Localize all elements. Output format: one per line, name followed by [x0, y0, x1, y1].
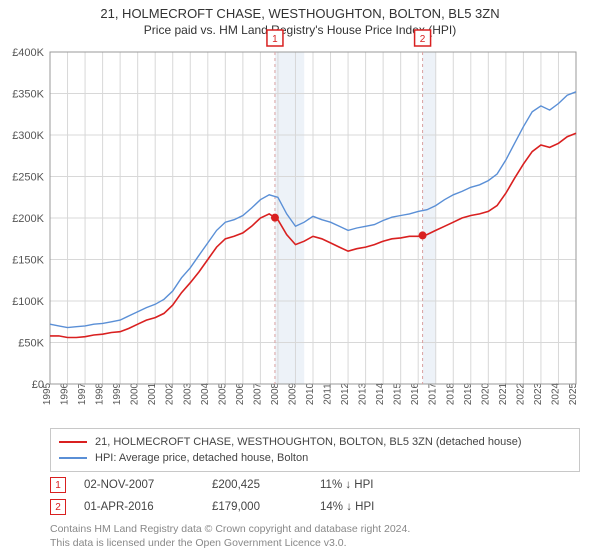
sale-price: £179,000 — [212, 501, 302, 513]
svg-text:2020: 2020 — [480, 382, 491, 405]
svg-text:2019: 2019 — [463, 382, 474, 405]
svg-text:2001: 2001 — [147, 382, 158, 405]
svg-text:1997: 1997 — [77, 382, 88, 405]
svg-text:2000: 2000 — [130, 382, 141, 405]
sale-marker-1: 1 — [50, 477, 66, 493]
svg-text:1: 1 — [272, 34, 278, 45]
svg-text:1996: 1996 — [60, 382, 71, 405]
svg-text:2: 2 — [420, 34, 426, 45]
svg-text:£400K: £400K — [12, 47, 44, 59]
sale-date: 02-NOV-2007 — [84, 479, 194, 491]
title-subtitle: Price paid vs. HM Land Registry's House … — [0, 23, 600, 37]
sales-row: 2 01-APR-2016 £179,000 14% ↓ HPI — [50, 496, 580, 518]
sale-marker-2: 2 — [50, 499, 66, 515]
legend-row-property: 21, HOLMECROFT CHASE, WESTHOUGHTON, BOLT… — [59, 434, 571, 450]
sale-date: 01-APR-2016 — [84, 501, 194, 513]
sale-price: £200,425 — [212, 479, 302, 491]
svg-text:2008: 2008 — [270, 382, 281, 405]
svg-text:1998: 1998 — [95, 382, 106, 405]
svg-text:2010: 2010 — [305, 382, 316, 405]
svg-text:1995: 1995 — [42, 382, 53, 405]
svg-text:£100K: £100K — [12, 296, 44, 308]
svg-text:£50K: £50K — [18, 338, 44, 350]
svg-text:2014: 2014 — [375, 382, 386, 405]
sale-diff: 11% ↓ HPI — [320, 479, 440, 491]
legend-swatch — [59, 441, 87, 443]
sales-table: 1 02-NOV-2007 £200,425 11% ↓ HPI 2 01-AP… — [50, 474, 580, 518]
svg-text:£250K: £250K — [12, 172, 44, 184]
svg-text:2004: 2004 — [200, 382, 211, 405]
svg-text:2009: 2009 — [287, 382, 298, 405]
svg-text:2022: 2022 — [515, 382, 526, 405]
footer-attribution: Contains HM Land Registry data © Crown c… — [50, 522, 580, 550]
svg-text:£200K: £200K — [12, 213, 44, 225]
price-chart: £0£50K£100K£150K£200K£250K£300K£350K£400… — [50, 48, 580, 418]
svg-text:2018: 2018 — [445, 382, 456, 405]
legend-label: HPI: Average price, detached house, Bolt… — [95, 452, 308, 464]
svg-text:1999: 1999 — [112, 382, 123, 405]
sales-row: 1 02-NOV-2007 £200,425 11% ↓ HPI — [50, 474, 580, 496]
svg-text:2023: 2023 — [533, 382, 544, 405]
svg-text:2011: 2011 — [323, 383, 334, 405]
legend: 21, HOLMECROFT CHASE, WESTHOUGHTON, BOLT… — [50, 428, 580, 472]
svg-text:2012: 2012 — [340, 382, 351, 405]
legend-row-hpi: HPI: Average price, detached house, Bolt… — [59, 450, 571, 466]
svg-text:2003: 2003 — [182, 382, 193, 405]
svg-text:£350K: £350K — [12, 89, 44, 101]
sale-diff: 14% ↓ HPI — [320, 501, 440, 513]
legend-label: 21, HOLMECROFT CHASE, WESTHOUGHTON, BOLT… — [95, 436, 521, 448]
svg-text:2024: 2024 — [550, 382, 561, 405]
svg-text:2005: 2005 — [217, 382, 228, 405]
svg-text:2006: 2006 — [235, 382, 246, 405]
svg-text:2015: 2015 — [393, 382, 404, 405]
footer-line: Contains HM Land Registry data © Crown c… — [50, 522, 580, 536]
svg-text:2002: 2002 — [165, 382, 176, 405]
svg-text:2017: 2017 — [428, 382, 439, 405]
svg-text:£150K: £150K — [12, 255, 44, 267]
svg-text:£300K: £300K — [12, 130, 44, 142]
svg-text:2013: 2013 — [358, 382, 369, 405]
svg-text:2021: 2021 — [498, 382, 509, 405]
svg-text:2016: 2016 — [410, 382, 421, 405]
svg-text:2007: 2007 — [252, 382, 263, 405]
svg-text:2025: 2025 — [568, 382, 579, 405]
legend-swatch — [59, 457, 87, 459]
title-address: 21, HOLMECROFT CHASE, WESTHOUGHTON, BOLT… — [0, 6, 600, 21]
footer-line: This data is licensed under the Open Gov… — [50, 536, 580, 550]
